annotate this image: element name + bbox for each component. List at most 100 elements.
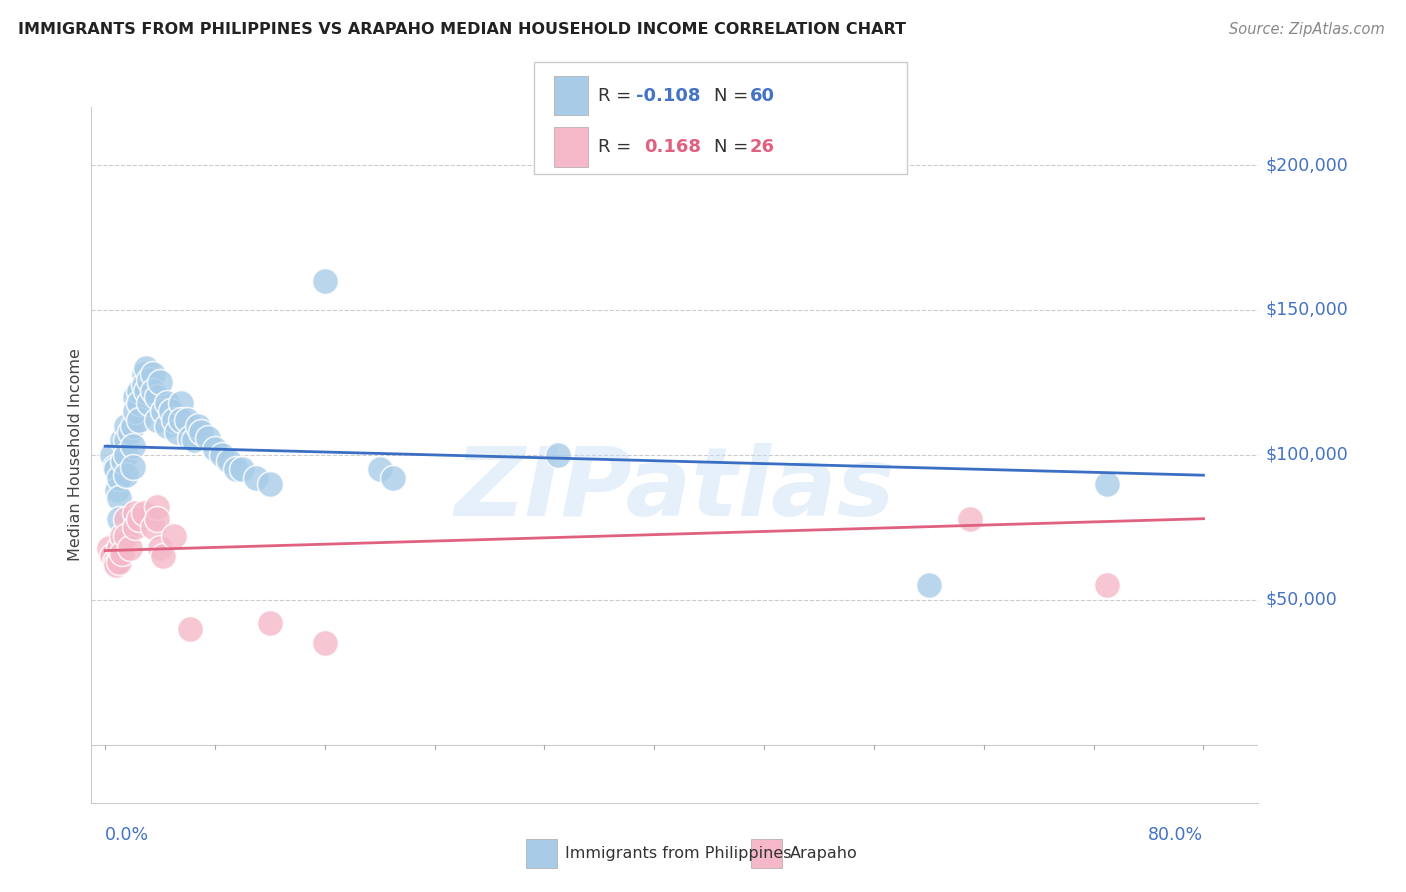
Point <box>959 511 981 525</box>
Point <box>114 511 136 525</box>
Text: Immigrants from Philippines: Immigrants from Philippines <box>565 847 792 861</box>
Point <box>108 555 131 569</box>
Text: ZIPatlas: ZIPatlas <box>454 443 896 536</box>
Point <box>163 529 186 543</box>
Point <box>142 520 165 534</box>
Point <box>183 434 205 448</box>
Point <box>146 413 169 427</box>
Point <box>218 453 240 467</box>
Text: 0.0%: 0.0% <box>105 826 149 844</box>
Point <box>245 471 267 485</box>
Point <box>124 520 146 534</box>
Point <box>110 546 132 561</box>
Point <box>121 459 143 474</box>
Point <box>146 390 169 404</box>
Point <box>114 419 136 434</box>
Point <box>128 511 150 525</box>
Point <box>128 384 150 398</box>
Point <box>225 462 247 476</box>
Point <box>197 431 219 445</box>
Point <box>187 419 209 434</box>
Point <box>368 462 391 476</box>
Point <box>179 431 201 445</box>
Point <box>114 434 136 448</box>
Point <box>1097 578 1119 592</box>
Text: $200,000: $200,000 <box>1265 156 1348 174</box>
Text: IMMIGRANTS FROM PHILIPPINES VS ARAPAHO MEDIAN HOUSEHOLD INCOME CORRELATION CHART: IMMIGRANTS FROM PHILIPPINES VS ARAPAHO M… <box>18 22 907 37</box>
Point <box>138 396 160 410</box>
Point <box>166 425 188 439</box>
Point <box>1097 476 1119 491</box>
Point <box>135 384 157 398</box>
Point <box>101 549 124 564</box>
Y-axis label: Median Household Income: Median Household Income <box>67 349 83 561</box>
Point <box>142 384 165 398</box>
Point <box>163 413 186 427</box>
Text: $150,000: $150,000 <box>1265 301 1348 319</box>
Point <box>110 529 132 543</box>
Point <box>152 549 174 564</box>
Text: N =: N = <box>714 87 754 104</box>
Point <box>132 367 155 381</box>
Point <box>118 425 141 439</box>
Point <box>121 439 143 453</box>
Point <box>259 615 281 630</box>
Point <box>104 555 127 569</box>
Point <box>156 419 179 434</box>
Point <box>110 434 132 448</box>
Point <box>156 396 179 410</box>
Point <box>190 425 212 439</box>
Point <box>138 373 160 387</box>
Point <box>118 541 141 555</box>
Text: Source: ZipAtlas.com: Source: ZipAtlas.com <box>1229 22 1385 37</box>
Point <box>124 506 146 520</box>
Point <box>382 471 405 485</box>
Point <box>142 367 165 381</box>
Point <box>259 476 281 491</box>
Point <box>121 419 143 434</box>
Text: 60: 60 <box>749 87 775 104</box>
Point <box>314 636 336 650</box>
Point <box>160 404 183 418</box>
Text: Arapaho: Arapaho <box>790 847 858 861</box>
Point <box>169 413 191 427</box>
Point <box>108 511 131 525</box>
Point <box>918 578 941 592</box>
Point <box>114 448 136 462</box>
Text: 80.0%: 80.0% <box>1149 826 1204 844</box>
Text: R =: R = <box>598 138 637 156</box>
Point <box>149 376 172 390</box>
Point <box>211 448 233 462</box>
Point <box>107 483 129 497</box>
Point <box>104 459 127 474</box>
Text: N =: N = <box>714 138 754 156</box>
Point <box>111 453 134 467</box>
Point <box>108 491 131 506</box>
Point <box>114 529 136 543</box>
Point <box>128 396 150 410</box>
Point <box>179 622 201 636</box>
Point <box>105 558 128 573</box>
Point <box>132 506 155 520</box>
Point <box>105 462 128 476</box>
Text: R =: R = <box>598 87 637 104</box>
Point <box>146 500 169 514</box>
Point <box>146 511 169 525</box>
Point <box>204 442 226 456</box>
Text: -0.108: -0.108 <box>636 87 700 104</box>
Point <box>132 378 155 392</box>
Point <box>547 448 569 462</box>
Point <box>231 462 253 476</box>
Point <box>108 541 131 555</box>
Point <box>108 471 131 485</box>
Point <box>152 404 174 418</box>
Point <box>101 448 124 462</box>
Text: 0.168: 0.168 <box>644 138 702 156</box>
Text: $50,000: $50,000 <box>1265 591 1337 609</box>
Point <box>114 468 136 483</box>
Point <box>124 404 146 418</box>
Text: 26: 26 <box>749 138 775 156</box>
Point <box>176 413 198 427</box>
Text: $100,000: $100,000 <box>1265 446 1348 464</box>
Point <box>128 413 150 427</box>
